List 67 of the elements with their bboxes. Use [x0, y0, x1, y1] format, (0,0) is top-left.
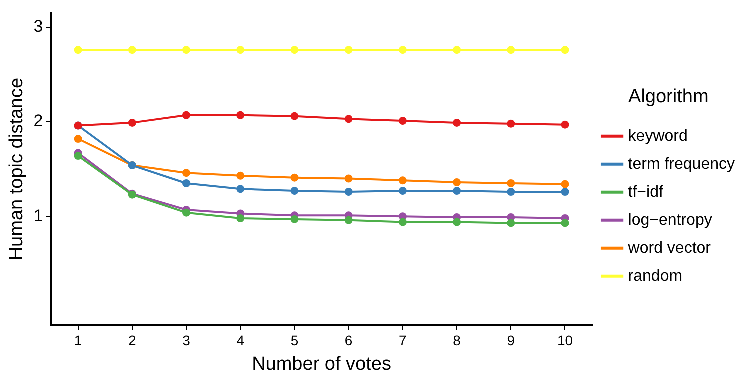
point: [290, 174, 299, 182]
point: [507, 179, 516, 188]
point: [453, 178, 462, 187]
point: [128, 118, 136, 127]
point: [182, 179, 191, 188]
point: [398, 46, 407, 54]
point: [290, 187, 299, 196]
y-tick-label: 1: [34, 206, 44, 226]
legend-label: keyword: [628, 128, 688, 145]
point: [236, 111, 245, 120]
y-tick-label: 2: [34, 112, 44, 131]
point: [507, 219, 516, 228]
point: [290, 112, 299, 120]
point: [236, 185, 245, 194]
point: [561, 180, 570, 188]
legend-label: term frequency: [628, 156, 736, 173]
x-tick-label: 9: [507, 332, 516, 349]
x-tick-label: 4: [236, 332, 245, 349]
point: [453, 118, 462, 127]
x-tick-label: 6: [344, 332, 353, 349]
point: [453, 218, 462, 226]
x-tick-label: 5: [290, 332, 299, 349]
point: [74, 135, 82, 144]
x-tick-label: 8: [453, 332, 462, 349]
legend-title: Algorithm: [628, 86, 709, 108]
point: [236, 46, 245, 54]
point: [74, 152, 82, 160]
point: [561, 46, 570, 54]
point: [507, 188, 516, 196]
x-tick-label: 3: [182, 332, 191, 349]
point: [344, 174, 353, 183]
point: [344, 216, 353, 224]
point: [290, 215, 299, 224]
point: [561, 120, 570, 129]
point: [453, 187, 462, 196]
legend-label: log−entropy: [628, 212, 712, 229]
point: [507, 120, 516, 128]
x-tick-label: 10: [557, 332, 574, 349]
point: [236, 214, 245, 222]
y-tick-label: 3: [34, 17, 44, 36]
point: [561, 188, 570, 196]
y-axis-title: Human topic distance: [6, 78, 28, 261]
point: [182, 208, 191, 217]
point: [182, 169, 191, 178]
point: [398, 187, 407, 196]
legend-label: random: [628, 268, 683, 285]
point: [398, 117, 407, 126]
point: [74, 46, 82, 54]
legend-label: word vector: [627, 240, 712, 257]
x-axis-title: Number of votes: [252, 354, 392, 375]
point: [182, 46, 191, 54]
point: [561, 219, 570, 228]
point: [344, 188, 353, 196]
point: [128, 46, 136, 54]
x-tick-label: 2: [128, 332, 137, 349]
point: [507, 46, 516, 54]
x-tick-label: 1: [74, 332, 82, 349]
point: [236, 172, 245, 180]
point: [398, 176, 407, 185]
point: [398, 218, 407, 226]
legend-label: tf−idf: [628, 184, 664, 201]
x-tick-label: 7: [399, 332, 408, 349]
point: [182, 111, 191, 120]
point: [290, 46, 299, 54]
point: [344, 115, 353, 124]
point: [453, 46, 462, 54]
point: [344, 46, 353, 54]
